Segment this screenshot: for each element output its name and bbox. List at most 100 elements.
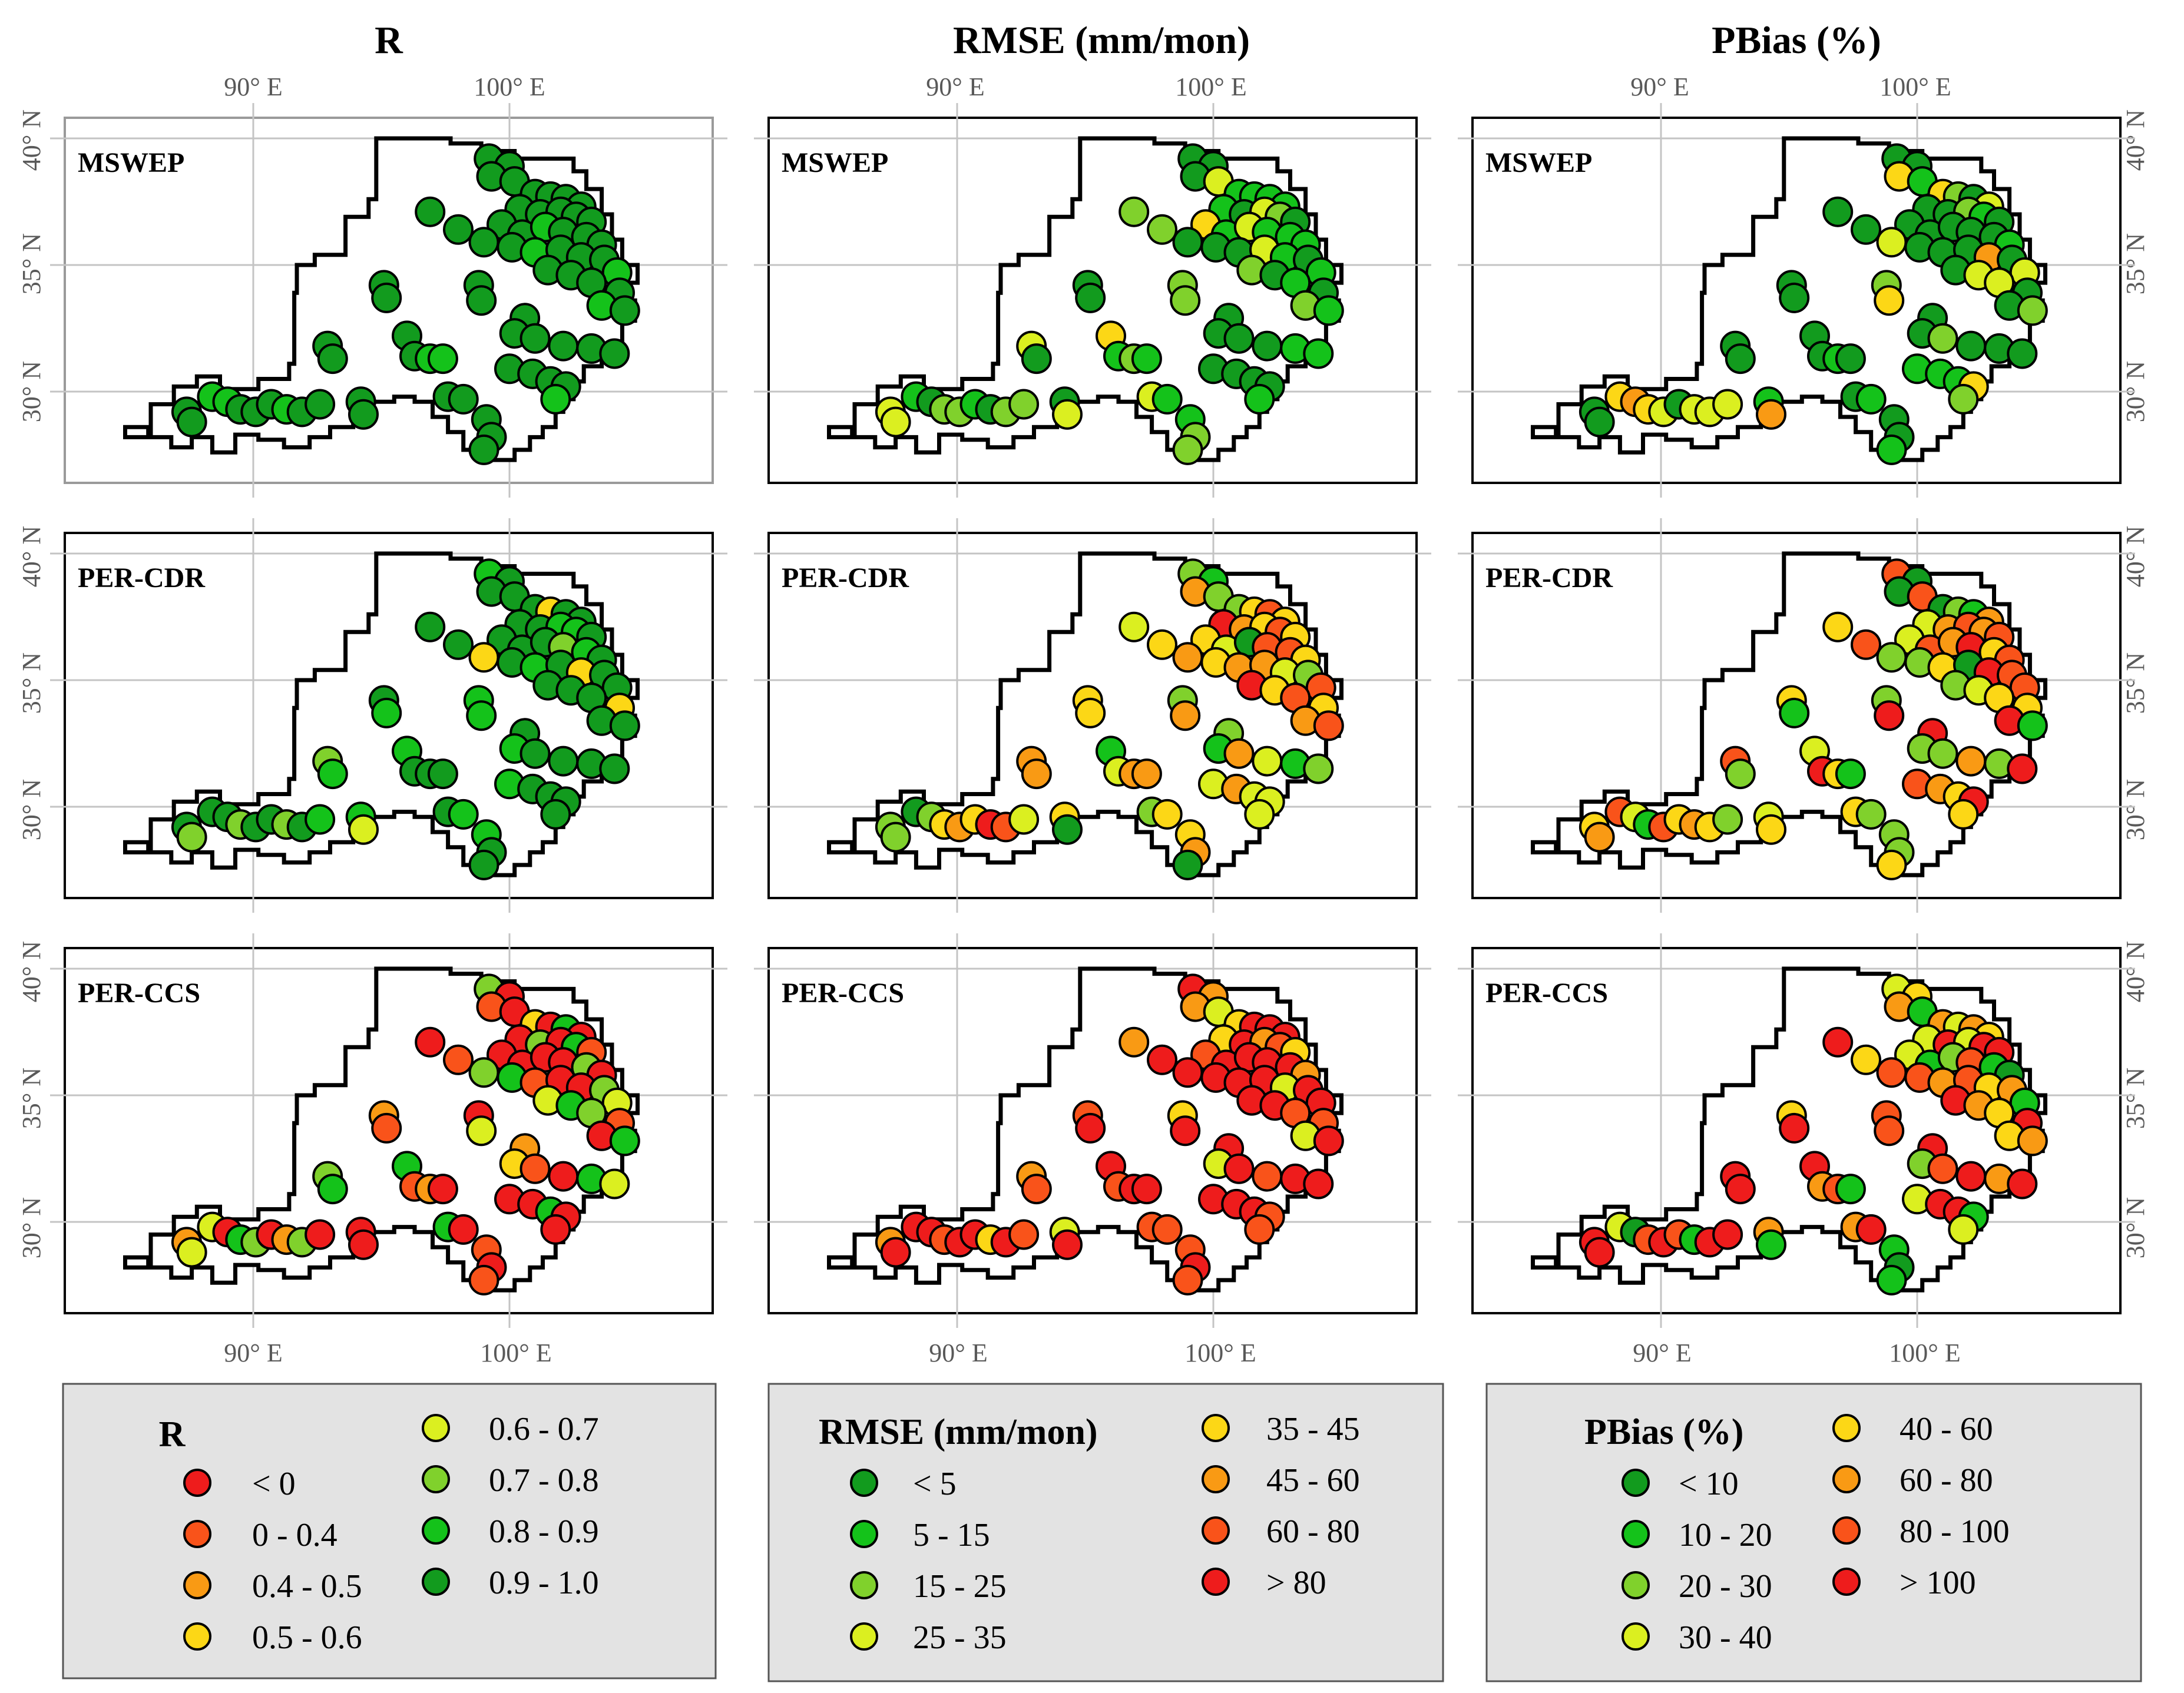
station-marker (1119, 1026, 1150, 1058)
station-marker (1172, 434, 1203, 465)
station-marker (1052, 814, 1083, 845)
legend-swatch (1202, 1465, 1230, 1493)
station-marker (1303, 753, 1334, 784)
station-marker (1948, 1214, 1979, 1245)
map-panel-r1-c3: MSWEP (1458, 103, 2135, 498)
station-marker (1584, 821, 1615, 853)
station-marker (519, 1153, 551, 1184)
station-marker (2017, 295, 2048, 326)
station-marker (1021, 758, 1052, 790)
legend-box-rmse (767, 1383, 1444, 1682)
lon-tick-100-bottom: 100° E (1184, 1339, 1256, 1367)
lat-tick-40-right-row3: 40° N (2121, 941, 2150, 1002)
station-marker (468, 1057, 499, 1088)
legend-swatch (1832, 1465, 1861, 1493)
legend-swatch (183, 1571, 211, 1599)
map-panel-r3-c2: PER-CCS (754, 933, 1431, 1328)
panel-label-mswep: MSWEP (1485, 147, 1592, 178)
station-marker (540, 799, 571, 830)
station-marker (466, 1115, 497, 1147)
station-marker (609, 1125, 640, 1157)
station-marker (1151, 799, 1183, 830)
station-marker (1874, 285, 1905, 316)
station-marker (348, 399, 379, 430)
station-marker (1244, 1214, 1275, 1245)
station-marker (1725, 1174, 1756, 1205)
lon-tick-100-bottom: 100° E (1889, 1339, 1960, 1367)
legend-entry-label: 20 - 30 (1679, 1568, 1772, 1605)
station-marker (305, 804, 336, 835)
station-marker (1855, 1214, 1887, 1245)
station-marker (1021, 1174, 1052, 1205)
station-marker (1172, 642, 1203, 673)
lat-tick-30-left-row2: 30° N (17, 779, 46, 840)
station-marker (1851, 214, 1881, 245)
station-marker (1313, 1125, 1344, 1157)
lat-tick-30-left-row1: 30° N (17, 361, 46, 422)
lat-tick-40-left-row2: 40° N (17, 526, 46, 587)
legend-swatch (1832, 1414, 1861, 1442)
legend-rmse: RMSE (mm/mon) < 5 5 - 15 15 - 25 25 - 35… (767, 1383, 1444, 1682)
station-marker (548, 330, 579, 362)
lat-tick-35-left-row2: 35° N (17, 652, 46, 714)
station-marker (448, 799, 479, 830)
panel-label-per-cdr: PER-CDR (782, 562, 909, 594)
station-marker (540, 1214, 571, 1245)
station-marker (305, 389, 336, 420)
station-marker (1223, 323, 1255, 354)
panel-label-per-ccs: PER-CCS (782, 978, 904, 1009)
station-marker (1131, 343, 1162, 375)
legend-entry-label: 45 - 60 (1266, 1462, 1360, 1499)
station-marker (2017, 1125, 2048, 1157)
station-marker (1172, 1057, 1203, 1088)
legend-swatch (422, 1516, 450, 1545)
station-marker (348, 814, 379, 845)
station-marker (599, 1168, 630, 1200)
panel-label-mswep: MSWEP (782, 147, 888, 178)
legend-box-r (62, 1383, 717, 1679)
legend-entry-label: 15 - 25 (913, 1568, 1007, 1605)
legend-entry-label: 0.5 - 0.6 (252, 1619, 362, 1656)
lon-tick-100-top: 100° E (1879, 72, 1951, 101)
station-marker (1927, 738, 1958, 769)
legend-swatch (422, 1414, 450, 1442)
lon-tick-100-top: 100° E (1175, 72, 1246, 101)
legend-entry-label: 60 - 80 (1900, 1462, 1993, 1499)
station-marker (1876, 1057, 1907, 1088)
station-marker (1172, 849, 1203, 880)
lon-tick-90-top: 90° E (224, 72, 282, 101)
station-marker (415, 196, 446, 227)
map-panel-r2-c2: PER-CDR (754, 518, 1431, 913)
station-marker (1851, 1044, 1881, 1075)
station-marker (519, 323, 551, 354)
station-marker (1008, 804, 1040, 835)
map-panels: MSWEP MSWEP MSWEP PER-CDR PER-CDR PER-CDR PER-… (50, 103, 2135, 1328)
station-marker (448, 1214, 479, 1245)
legend-swatch (850, 1571, 878, 1599)
lon-tick-90-top: 90° E (926, 72, 984, 101)
station-marker (1822, 1026, 1854, 1058)
legend-swatch (183, 1469, 211, 1497)
station-marker (1170, 700, 1201, 731)
station-marker (1712, 804, 1743, 835)
station-marker (2017, 710, 2048, 741)
legend-swatch (1622, 1622, 1650, 1651)
station-marker (415, 611, 446, 642)
station-marker (1119, 611, 1150, 642)
legend-entry-label: 0.4 - 0.5 (252, 1568, 362, 1605)
station-marker (1876, 434, 1907, 465)
station-marker (1874, 700, 1905, 731)
legend-entry-label: 25 - 35 (913, 1619, 1007, 1656)
station-marker (427, 1174, 458, 1205)
station-marker (880, 406, 911, 438)
station-marker (1756, 814, 1786, 845)
station-marker (1822, 611, 1854, 642)
station-marker (2007, 1168, 2038, 1200)
station-marker (1756, 1229, 1786, 1260)
legend-entry-label: 60 - 80 (1266, 1513, 1360, 1550)
station-marker (1223, 738, 1255, 769)
station-marker (1955, 746, 1987, 777)
station-marker (371, 1112, 402, 1144)
lon-tick-100-top: 100° E (474, 72, 545, 101)
